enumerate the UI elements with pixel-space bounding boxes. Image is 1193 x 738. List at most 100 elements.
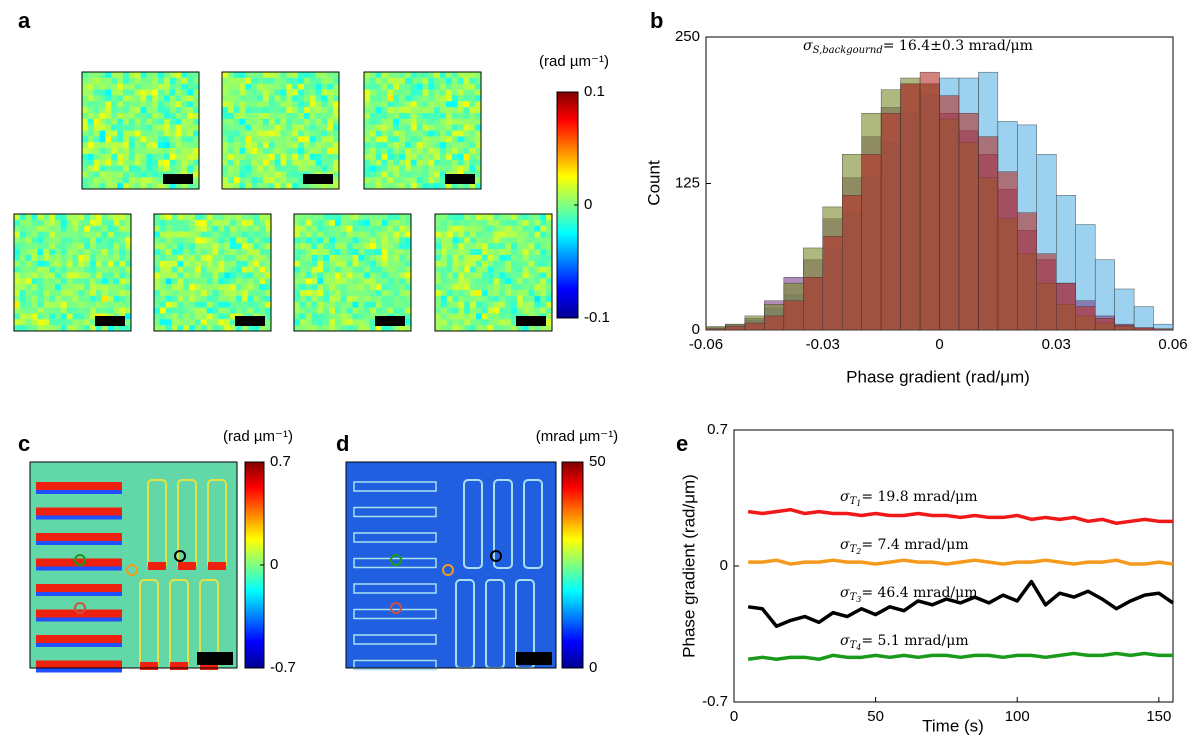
noise-pixel (534, 214, 540, 220)
noise-pixel (67, 325, 73, 331)
noise-pixel (312, 214, 318, 220)
noise-pixel (370, 302, 376, 308)
noise-pixel (370, 183, 376, 189)
noise-pixel (446, 90, 452, 96)
noise-pixel (172, 319, 178, 325)
noise-pixel (286, 154, 292, 160)
noise-pixel (82, 119, 88, 125)
noise-pixel (67, 249, 73, 255)
noise-pixel (529, 267, 535, 273)
noise-pixel (387, 84, 393, 90)
noise-pixel (228, 72, 234, 78)
noise-pixel (141, 148, 147, 154)
noise-pixel (476, 214, 482, 220)
noise-pixel (399, 72, 405, 78)
noise-pixel (263, 113, 269, 119)
noise-pixel (117, 154, 123, 160)
noise-pixel (364, 325, 370, 331)
noise-pixel (286, 177, 292, 183)
noise-pixel (195, 313, 201, 319)
noise-pixel (505, 237, 511, 243)
noise-pixel (43, 308, 49, 314)
noise-pixel (100, 119, 106, 125)
noise-pixel (382, 148, 388, 154)
noise-pixel (494, 214, 500, 220)
noise-pixel (213, 325, 219, 331)
noise-pixel (135, 119, 141, 125)
noise-pixel (469, 125, 475, 131)
noise-pixel (269, 125, 275, 131)
noise-pixel (482, 302, 488, 308)
noise-pixel (189, 261, 195, 267)
noise-pixel (265, 325, 271, 331)
noise-pixel (286, 90, 292, 96)
noise-pixel (298, 142, 304, 148)
noise-pixel (14, 278, 20, 284)
noise-pixel (88, 183, 94, 189)
noise-pixel (364, 243, 370, 249)
noise-pixel (321, 154, 327, 160)
noise-pixel (393, 160, 399, 166)
noise-pixel (90, 237, 96, 243)
noise-pixel (259, 308, 265, 314)
noise-pixel (195, 325, 201, 331)
scale-bar (163, 174, 193, 184)
noise-pixel (96, 255, 102, 261)
noise-pixel (417, 160, 423, 166)
noise-pixel (323, 255, 329, 261)
noise-pixel (376, 290, 382, 296)
noise-pixel (146, 113, 152, 119)
noise-pixel (195, 214, 201, 220)
noise-pixel (242, 261, 248, 267)
noise-pixel (129, 171, 135, 177)
noise-pixel (20, 313, 26, 319)
noise-pixel (523, 249, 529, 255)
noise-pixel (399, 84, 405, 90)
noise-pixel (37, 319, 43, 325)
noise-pixel (327, 119, 333, 125)
noise-pixel (370, 220, 376, 226)
noise-pixel (463, 160, 469, 166)
noise-pixel (152, 131, 158, 137)
noise-pixel (96, 302, 102, 308)
noise-pixel (253, 278, 259, 284)
noise-pixel (376, 255, 382, 261)
noise-pixel (417, 125, 423, 131)
noise-pixel (441, 273, 447, 279)
noise-pixel (546, 261, 552, 267)
noise-pixel (353, 232, 359, 238)
noise-pixel (327, 142, 333, 148)
noise-pixel (111, 72, 117, 78)
noise-pixel (534, 308, 540, 314)
noise-pixel (388, 267, 394, 273)
noise-pixel (111, 160, 117, 166)
noise-pixel (176, 84, 182, 90)
noise-pixel (158, 136, 164, 142)
noise-pixel (152, 95, 158, 101)
noise-pixel (183, 319, 189, 325)
noise-pixel (20, 237, 26, 243)
noise-pixel (213, 267, 219, 273)
noise-pixel (453, 226, 459, 232)
noise-pixel (470, 290, 476, 296)
noise-pixel (333, 131, 339, 137)
noise-pixel (494, 243, 500, 249)
noise-pixel (376, 136, 382, 142)
noise-pixel (154, 226, 160, 232)
noise-pixel (73, 319, 79, 325)
noise-pixel (111, 95, 117, 101)
noise-pixel (141, 160, 147, 166)
noise-pixel (476, 313, 482, 319)
noise-pixel (310, 107, 316, 113)
noise-pixel (453, 284, 459, 290)
noise-pixel (108, 255, 114, 261)
noise-pixel (141, 125, 147, 131)
noise-pixel (382, 220, 388, 226)
noise-pixel (236, 290, 242, 296)
noise-pixel (117, 142, 123, 148)
noise-pixel (253, 243, 259, 249)
noise-pixel (546, 308, 552, 314)
noise-pixel (540, 220, 546, 226)
noise-pixel (329, 214, 335, 220)
noise-pixel (201, 278, 207, 284)
